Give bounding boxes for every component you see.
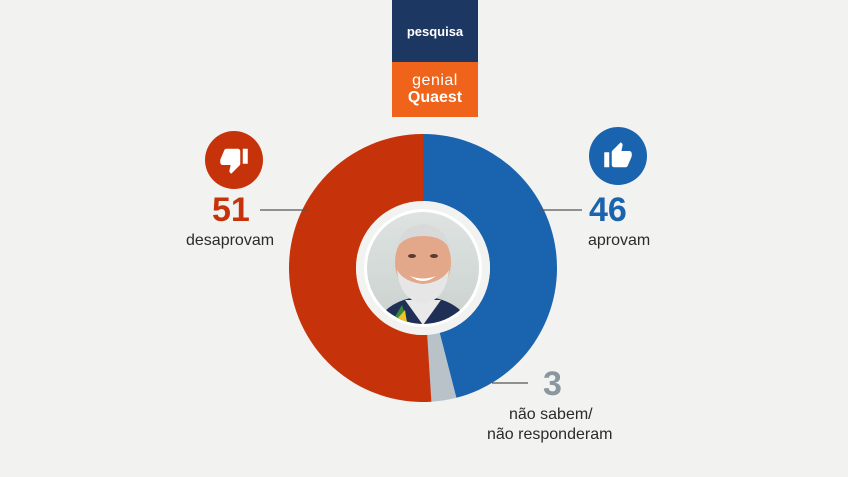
logo-line1: genial: [412, 71, 458, 89]
unknown-label-line2: não responderam: [487, 426, 613, 443]
slice-approve: [423, 134, 557, 398]
brand-top-label: pesquisa: [406, 23, 464, 39]
disapprove-value: 51: [212, 191, 250, 229]
logo-line2: Quaest: [407, 88, 463, 106]
approve-label: aprovam: [588, 232, 651, 249]
thumbs-down-badge: [205, 131, 263, 189]
thumbs-up-icon: [604, 142, 632, 168]
genial-quaest-logo: genial Quaest: [392, 62, 478, 117]
unknown-label-line1: não sabem/: [509, 406, 593, 423]
brand-header-pesquisa: pesquisa: [392, 0, 478, 62]
slice-unknown: [427, 332, 457, 402]
slice-disapprove: [289, 134, 432, 403]
thumbs-down-icon: [220, 148, 248, 174]
disapprove-label: desaprovam: [186, 232, 275, 249]
unknown-value: 3: [543, 365, 562, 403]
approve-value: 46: [589, 191, 627, 229]
center-portrait: [356, 201, 490, 335]
thumbs-up-badge: [589, 127, 647, 185]
